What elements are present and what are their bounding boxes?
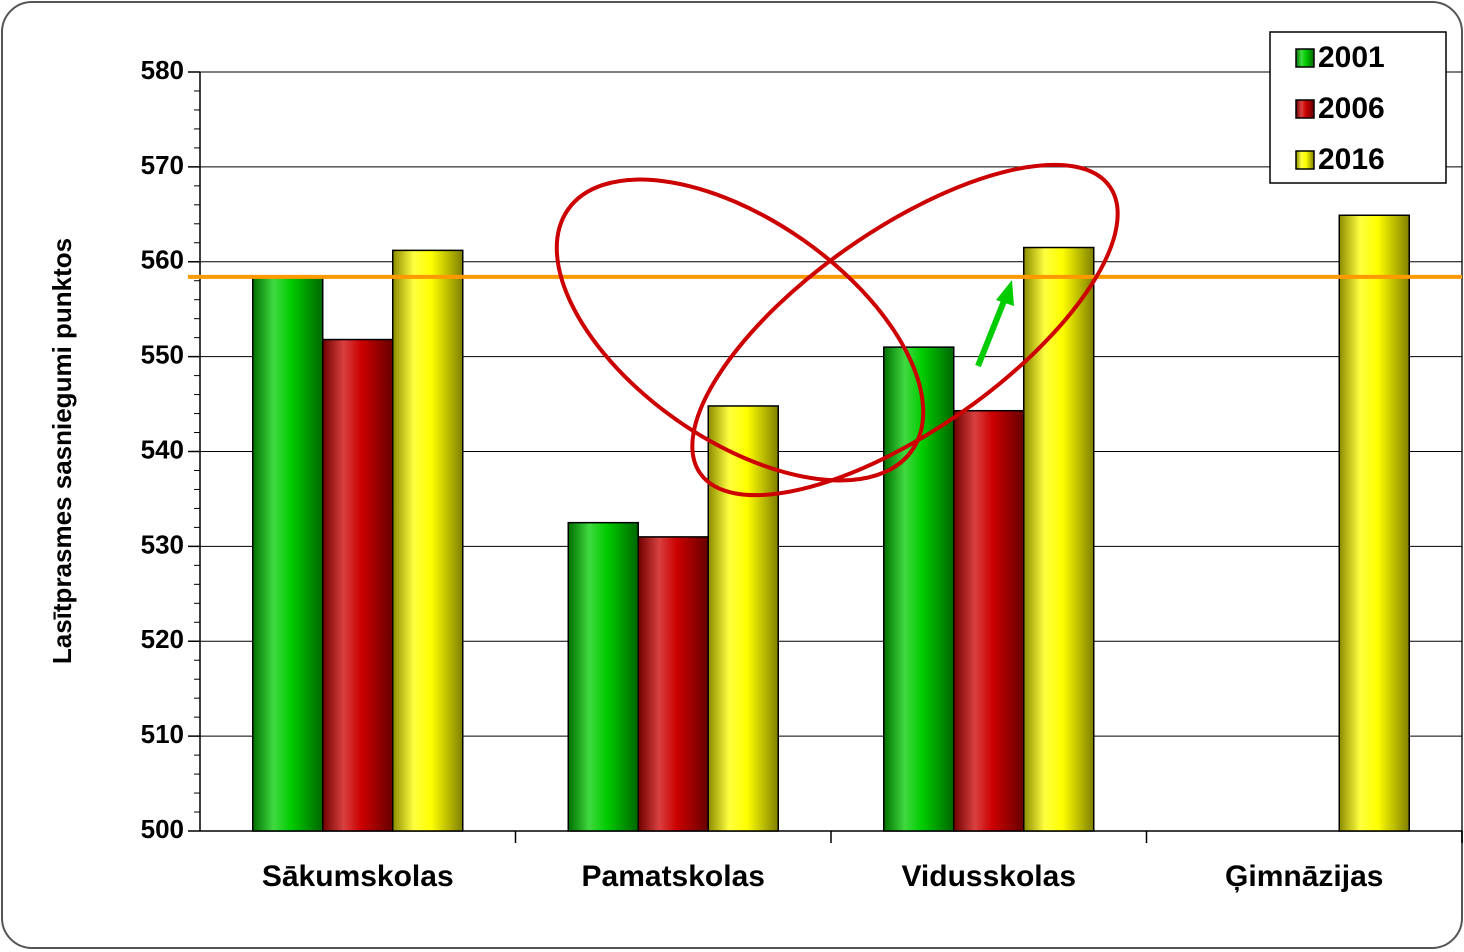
highlight-ellipse (554, 177, 926, 483)
arrow (975, 294, 1009, 368)
bar (883, 346, 955, 832)
legend-label: 2001 (1318, 41, 1385, 74)
bar (392, 249, 464, 832)
y-tick-label: 510 (141, 719, 184, 749)
legend-label: 2006 (1318, 92, 1385, 125)
legend-swatch (1295, 150, 1315, 170)
y-tick-label: 560 (141, 245, 184, 275)
y-tick-label: 580 (141, 55, 184, 85)
annotations (554, 162, 1120, 498)
legend: 2001 2006 2016 (1269, 31, 1447, 184)
x-tick-label: Ģimnāzijas (1225, 860, 1383, 893)
plot: 500 510 520 530 540 550 560 570 580 Sākumskolas Pa… (141, 55, 1463, 893)
y-tick-label: 550 (141, 340, 184, 370)
highlight-ellipse (690, 162, 1120, 498)
bar (252, 275, 324, 832)
bar (567, 521, 639, 832)
y-axis-label: Lasītprasmes sasniegumi punktos (47, 238, 77, 664)
bar (707, 405, 779, 832)
x-tick-label: Pamatskolas (582, 860, 765, 893)
bar (637, 536, 709, 832)
legend-swatch (1295, 99, 1315, 119)
bar (953, 409, 1025, 832)
y-tick-label: 520 (141, 624, 184, 654)
y-tick-label: 500 (141, 814, 184, 844)
y-tick-label: 570 (141, 150, 184, 180)
x-tick-label: Vidusskolas (901, 860, 1076, 893)
legend-swatch (1295, 48, 1315, 68)
legend-label: 2016 (1318, 143, 1385, 176)
y-tick-label: 530 (141, 529, 184, 559)
bar (1023, 246, 1095, 832)
bar (1338, 214, 1410, 832)
x-tick-label: Sākumskolas (262, 860, 454, 893)
y-tick-label: 540 (141, 434, 184, 464)
arrow-head (996, 280, 1014, 306)
bar (322, 338, 394, 832)
